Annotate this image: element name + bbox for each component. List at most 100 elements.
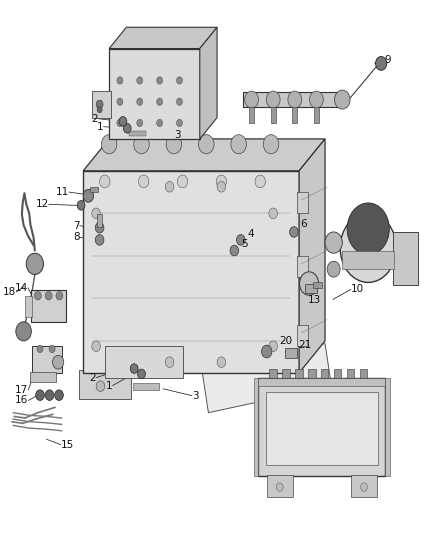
Circle shape — [99, 175, 110, 188]
Text: 8: 8 — [73, 232, 80, 243]
Circle shape — [177, 175, 188, 188]
Circle shape — [124, 124, 131, 133]
Bar — [128, 131, 146, 136]
Circle shape — [255, 175, 265, 188]
Bar — [133, 383, 159, 390]
Circle shape — [288, 91, 302, 108]
Text: 15: 15 — [61, 440, 74, 450]
Text: 9: 9 — [385, 55, 391, 65]
Polygon shape — [299, 139, 325, 373]
Circle shape — [198, 135, 214, 154]
Circle shape — [92, 341, 100, 352]
Bar — [83, 171, 299, 373]
Bar — [32, 346, 63, 373]
Circle shape — [96, 381, 105, 391]
Circle shape — [137, 77, 143, 84]
Polygon shape — [200, 27, 217, 139]
Bar — [313, 282, 322, 288]
Bar — [90, 187, 98, 192]
Circle shape — [92, 208, 100, 219]
Bar — [314, 107, 319, 123]
Circle shape — [325, 232, 343, 253]
Circle shape — [35, 390, 44, 400]
Circle shape — [245, 91, 258, 108]
Bar — [297, 325, 308, 346]
Bar — [285, 349, 297, 358]
Text: 3: 3 — [174, 130, 180, 140]
Polygon shape — [83, 139, 325, 171]
Bar — [346, 368, 354, 378]
Text: 20: 20 — [280, 336, 293, 346]
Text: 21: 21 — [298, 340, 311, 350]
Circle shape — [157, 119, 162, 127]
Text: 17: 17 — [15, 385, 28, 395]
Bar — [282, 368, 290, 378]
Circle shape — [101, 135, 117, 154]
Circle shape — [117, 98, 123, 106]
Circle shape — [138, 369, 145, 378]
Text: 14: 14 — [14, 283, 28, 293]
Bar — [251, 370, 304, 399]
Circle shape — [269, 208, 278, 219]
Circle shape — [177, 119, 183, 127]
Bar — [25, 296, 32, 317]
Text: 2: 2 — [92, 114, 98, 124]
Circle shape — [273, 381, 282, 391]
Circle shape — [360, 483, 367, 491]
Circle shape — [137, 98, 143, 106]
Bar — [267, 475, 293, 497]
Circle shape — [49, 345, 55, 353]
Bar — [393, 232, 418, 285]
Circle shape — [157, 77, 162, 84]
Circle shape — [217, 181, 226, 192]
Circle shape — [137, 119, 143, 127]
Bar — [30, 372, 56, 382]
Bar — [92, 91, 111, 118]
Bar — [297, 256, 308, 277]
Circle shape — [327, 261, 340, 277]
Circle shape — [97, 107, 102, 113]
Polygon shape — [202, 344, 332, 413]
Circle shape — [290, 227, 298, 237]
Circle shape — [26, 253, 43, 274]
Circle shape — [119, 117, 127, 126]
Polygon shape — [109, 27, 217, 49]
Circle shape — [130, 364, 138, 373]
Text: 3: 3 — [192, 391, 199, 401]
Circle shape — [37, 345, 43, 353]
Bar — [321, 368, 328, 378]
Circle shape — [335, 90, 350, 109]
Circle shape — [340, 213, 396, 282]
Circle shape — [177, 77, 183, 84]
Text: 7: 7 — [73, 221, 80, 231]
Circle shape — [237, 235, 245, 245]
Text: 1: 1 — [106, 381, 113, 391]
Circle shape — [217, 357, 226, 368]
Text: 11: 11 — [56, 187, 69, 197]
Bar — [360, 368, 367, 378]
Bar — [258, 378, 385, 477]
Circle shape — [266, 91, 280, 108]
Bar — [79, 370, 131, 399]
Circle shape — [216, 175, 226, 188]
Bar — [295, 368, 303, 378]
Circle shape — [95, 235, 104, 245]
Circle shape — [117, 119, 123, 127]
Text: 6: 6 — [300, 219, 307, 229]
Bar — [97, 214, 102, 227]
Circle shape — [95, 222, 104, 233]
Circle shape — [165, 181, 174, 192]
Circle shape — [56, 292, 63, 300]
Text: 13: 13 — [308, 295, 321, 305]
Bar — [269, 368, 277, 378]
Text: 5: 5 — [241, 239, 247, 248]
Circle shape — [96, 100, 103, 109]
Circle shape — [165, 357, 174, 368]
Bar — [32, 290, 66, 322]
Circle shape — [55, 390, 64, 400]
Circle shape — [347, 203, 389, 255]
Text: 2: 2 — [89, 373, 96, 383]
Bar — [385, 378, 390, 477]
Bar — [249, 107, 254, 123]
Circle shape — [77, 200, 85, 210]
